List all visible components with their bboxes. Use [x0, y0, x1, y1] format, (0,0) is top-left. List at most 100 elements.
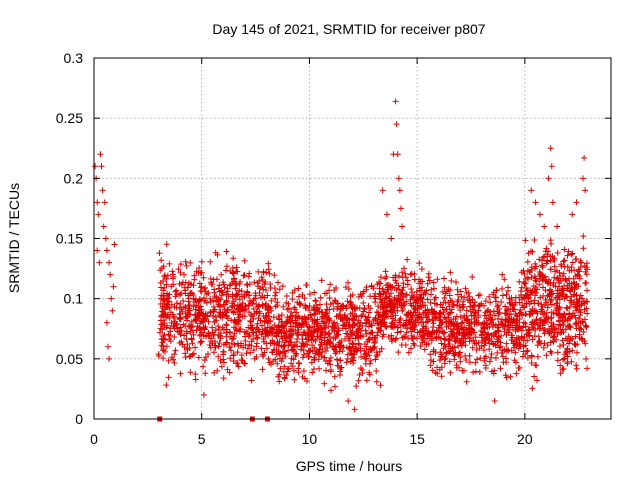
data-point: [385, 334, 392, 341]
data-point: [305, 332, 312, 339]
data-point: [499, 347, 506, 354]
data-point: [574, 272, 581, 279]
data-point: [234, 349, 241, 356]
data-point: [253, 332, 260, 339]
data-point: [492, 322, 499, 329]
data-point: [316, 336, 323, 343]
data-point: [185, 323, 192, 330]
data-point: [232, 292, 239, 299]
data-point: [321, 337, 328, 344]
data-point: [274, 279, 281, 286]
data-point: [441, 284, 448, 291]
data-point: [160, 335, 167, 342]
data-point: [297, 321, 304, 328]
data-point: [554, 290, 561, 297]
data-point: [395, 349, 402, 356]
data-point: [521, 334, 528, 341]
data-point: [353, 312, 360, 319]
data-point: [177, 261, 184, 268]
y-tick-label: 0.3: [64, 50, 84, 66]
data-point: [215, 343, 222, 350]
data-point: [183, 315, 190, 322]
data-point: [437, 316, 444, 323]
data-point: [107, 271, 114, 278]
data-point: [495, 338, 502, 345]
data-point: [236, 296, 243, 303]
data-point: [536, 256, 543, 263]
data-point: [246, 297, 253, 304]
data-point: [393, 280, 400, 287]
data-point: [388, 338, 395, 345]
data-point: [343, 319, 350, 326]
data-point: [315, 349, 322, 356]
data-point: [281, 329, 288, 336]
data-point: [366, 369, 373, 376]
data-point: [221, 284, 228, 291]
data-point: [101, 199, 108, 206]
data-point: [420, 310, 427, 317]
data-point: [463, 289, 470, 296]
data-point: [388, 290, 395, 297]
data-point: [191, 272, 198, 279]
data-point: [276, 286, 283, 293]
data-point: [582, 268, 589, 275]
data-point: [276, 378, 283, 385]
data-point: [192, 376, 199, 383]
data-point: [433, 314, 440, 321]
data-point: [241, 272, 248, 279]
data-point: [200, 391, 207, 398]
data-point: [359, 366, 366, 373]
data-point: [215, 353, 222, 360]
data-point: [226, 282, 233, 289]
data-point: [457, 354, 464, 361]
data-point: [316, 365, 323, 372]
data-point: [292, 314, 299, 321]
data-point: [279, 283, 286, 290]
data-point: [368, 322, 375, 329]
data-point: [178, 306, 185, 313]
data-point: [332, 344, 339, 351]
data-point: [192, 296, 199, 303]
data-point: [337, 357, 344, 364]
data-point: [224, 288, 231, 295]
data-point: [484, 330, 491, 337]
data-point: [272, 289, 279, 296]
data-point: [491, 312, 498, 319]
data-point: [394, 329, 401, 336]
data-point: [440, 330, 447, 337]
data-point: [337, 366, 344, 373]
data-point: [157, 325, 164, 332]
data-point: [410, 340, 417, 347]
data-point: [460, 335, 467, 342]
data-point: [448, 298, 455, 305]
data-point: [438, 340, 445, 347]
data-point: [565, 248, 572, 255]
data-point: [177, 314, 184, 321]
data-point: [572, 321, 579, 328]
data-point: [283, 334, 290, 341]
data-point: [439, 288, 446, 295]
data-point: [155, 351, 162, 358]
data-point: [431, 285, 438, 292]
data-point: [394, 304, 401, 311]
data-point: [559, 275, 566, 282]
data-point: [430, 279, 437, 286]
data-point: [383, 211, 390, 218]
data-point: [535, 300, 542, 307]
data-point: [224, 366, 231, 373]
data-point: [442, 343, 449, 350]
data-point: [563, 304, 570, 311]
data-point: [554, 300, 561, 307]
data-point: [375, 324, 382, 331]
data-point: [216, 312, 223, 319]
data-point: [457, 338, 464, 345]
data-point: [277, 349, 284, 356]
data-point: [270, 314, 277, 321]
data-point: [223, 339, 230, 346]
data-point: [541, 223, 548, 230]
data-point: [311, 357, 318, 364]
data-point: [429, 367, 436, 374]
data-point: [536, 211, 543, 218]
data-point: [302, 318, 309, 325]
data-point: [496, 309, 503, 316]
